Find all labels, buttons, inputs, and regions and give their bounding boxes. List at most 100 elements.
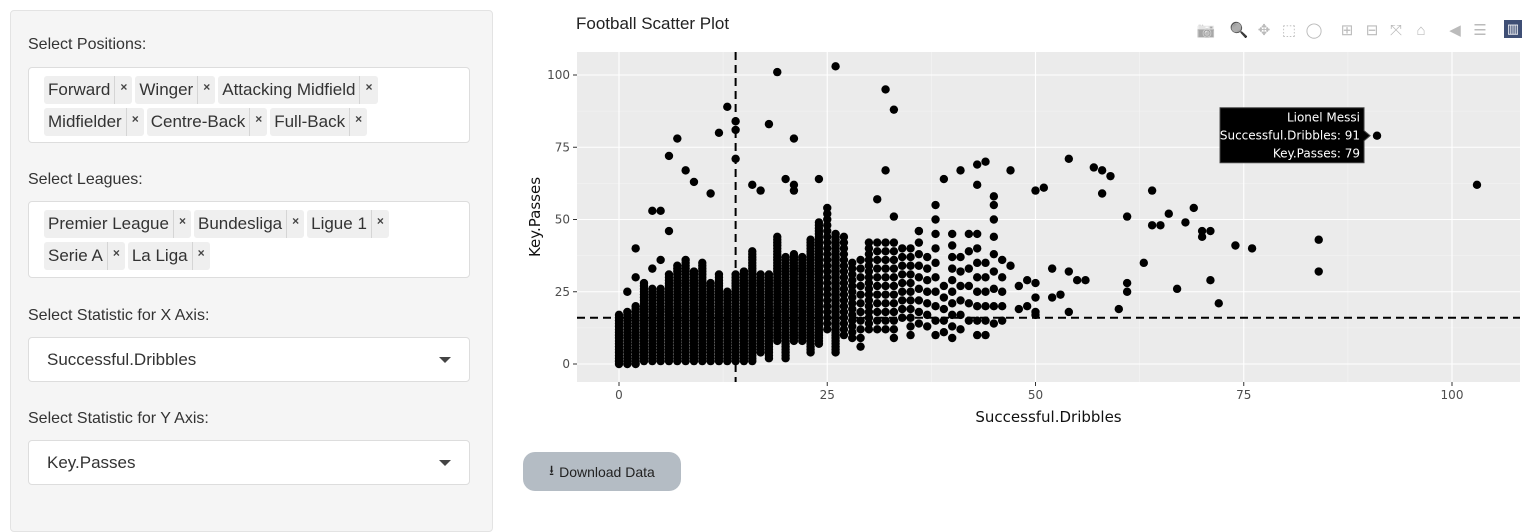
camera-icon[interactable]: 📷 [1196, 22, 1216, 39]
positions-multiselect[interactable]: Forward × Winger × Attacking Midfield × Midfie… [28, 67, 470, 143]
data-point [756, 186, 765, 195]
chevron-down-icon [439, 356, 451, 363]
remove-tag-icon[interactable]: × [370, 210, 389, 238]
data-point [881, 307, 890, 317]
data-point [714, 270, 724, 279]
data-point [1197, 232, 1207, 242]
data-point [906, 244, 915, 253]
data-point [1089, 163, 1099, 172]
data-point [923, 275, 932, 285]
leagues-multiselect[interactable]: Premier League × Bundesliga × Ligue 1 × Serie … [28, 201, 470, 278]
data-point [931, 244, 940, 253]
data-point [873, 273, 882, 282]
data-point [889, 238, 899, 247]
remove-tag-icon[interactable]: × [114, 76, 132, 104]
data-point [1314, 235, 1323, 244]
remove-tag-icon[interactable]: × [125, 108, 144, 136]
data-point [931, 330, 940, 340]
data-point [989, 232, 999, 242]
selected-tag: Forward × [44, 76, 133, 104]
data-point [664, 270, 674, 279]
data-point [848, 258, 857, 268]
hover-compare-icon[interactable]: ☰ [1473, 22, 1487, 39]
data-point [906, 296, 915, 305]
data-point [773, 67, 782, 77]
data-point [1072, 275, 1082, 285]
data-point [914, 296, 924, 305]
data-point [648, 284, 657, 294]
data-point [639, 278, 649, 288]
data-point [806, 235, 815, 244]
data-point [948, 299, 957, 308]
y-axis-select[interactable]: Key.Passes [28, 440, 470, 485]
data-point [906, 287, 915, 296]
remove-tag-icon[interactable]: × [249, 108, 267, 136]
remove-tag-icon[interactable]: × [286, 210, 304, 238]
remove-tag-icon[interactable]: × [197, 76, 215, 104]
data-point [873, 299, 882, 308]
pan-icon[interactable]: ✥ [1257, 22, 1271, 39]
data-point [948, 322, 957, 331]
hover-closest-icon[interactable]: ◀ [1449, 22, 1461, 39]
data-point [881, 85, 890, 94]
reset-axes-icon[interactable]: ⌂ [1416, 21, 1426, 39]
data-point [823, 261, 832, 270]
zoom-icon[interactable]: 🔍 [1229, 22, 1249, 39]
remove-tag-icon[interactable]: × [172, 210, 191, 238]
data-point [664, 151, 674, 161]
data-point [931, 200, 940, 210]
data-point [1314, 267, 1323, 276]
remove-tag-icon[interactable]: × [359, 76, 377, 104]
tag-label: Serie A [48, 246, 103, 265]
data-point [956, 166, 965, 175]
x-axis-select[interactable]: Successful.Dribbles [28, 337, 470, 382]
tooltip-x: Successful.Dribbles: 91 [1220, 129, 1360, 143]
data-point [989, 319, 999, 328]
remove-tag-icon[interactable]: × [106, 242, 125, 270]
data-point [848, 264, 857, 273]
download-data-button[interactable]: ⭳ Download Data [523, 452, 681, 491]
data-point [914, 238, 924, 247]
autoscale-icon[interactable]: ⤧ [1389, 21, 1402, 39]
data-point [1047, 264, 1057, 273]
data-point [997, 255, 1007, 265]
lasso-icon[interactable]: ◯ [1305, 22, 1323, 39]
data-point [889, 281, 899, 291]
data-point [1147, 221, 1157, 230]
data-point [981, 157, 990, 166]
data-point [714, 128, 724, 137]
data-point [1014, 281, 1024, 291]
zoom-in-icon[interactable]: ⊞ [1340, 22, 1354, 39]
data-point [848, 270, 857, 279]
data-point [1139, 258, 1148, 268]
data-point [839, 261, 849, 270]
data-point [839, 319, 849, 328]
data-point [848, 287, 857, 296]
data-point [856, 316, 865, 325]
data-point [923, 322, 932, 331]
data-point [1081, 275, 1090, 285]
data-point [1047, 293, 1057, 302]
data-point [823, 238, 832, 247]
remove-tag-icon[interactable]: × [191, 242, 210, 270]
data-point [972, 316, 982, 325]
box-select-icon[interactable]: ⬚ [1281, 22, 1297, 39]
scatter-chart[interactable]: 0 25 50 75 100 0 25 50 75 100 Successful.Dribbles K… [500, 0, 1536, 440]
data-point [823, 307, 832, 317]
data-point [931, 273, 940, 282]
data-point [931, 229, 940, 239]
data-point [823, 267, 832, 276]
selected-tag: Attacking Midfield × [218, 76, 378, 104]
data-point [1031, 186, 1040, 195]
data-point [939, 281, 949, 291]
plotly-logo-icon[interactable]: ▥ [1504, 20, 1522, 38]
tag-label: Midfielder [48, 112, 122, 131]
data-point [997, 302, 1007, 311]
data-point [856, 307, 865, 317]
selected-tag: Winger × [135, 76, 216, 104]
tag-label: Ligue 1 [311, 214, 367, 233]
remove-tag-icon[interactable]: × [349, 108, 367, 136]
data-point [864, 302, 874, 311]
data-point [1097, 189, 1107, 198]
zoom-out-icon[interactable]: ⊟ [1365, 22, 1379, 39]
